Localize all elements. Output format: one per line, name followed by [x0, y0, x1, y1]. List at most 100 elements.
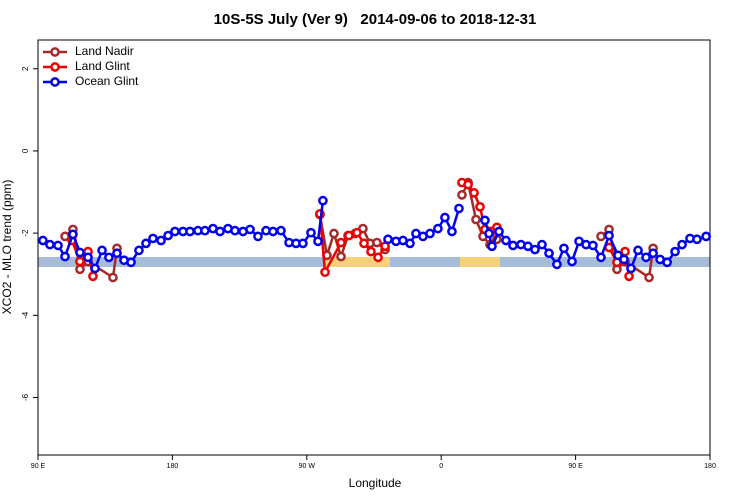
x-tick-label: 90 E — [31, 463, 46, 470]
data-point — [624, 271, 634, 282]
x-axis-label: Longitude — [349, 476, 402, 490]
x-tick-label: 90 W — [299, 463, 316, 470]
data-point — [588, 240, 598, 251]
data-point — [487, 241, 497, 252]
data-point — [329, 228, 339, 239]
chart-title: 10S-5S July (Ver 9) 2014-09-06 to 2018-1… — [214, 11, 537, 28]
data-point — [662, 257, 672, 268]
data-point — [596, 252, 606, 263]
data-point — [215, 226, 225, 237]
y-tick-label: -2 — [21, 229, 30, 237]
y-tick-label: -4 — [21, 311, 30, 319]
data-point — [626, 263, 636, 274]
data-point — [619, 254, 629, 265]
data-point — [108, 272, 118, 283]
data-point — [318, 195, 328, 206]
data-point — [454, 203, 464, 214]
data-point — [359, 238, 369, 249]
data-point — [475, 201, 485, 212]
data-point — [75, 256, 85, 267]
data-point — [633, 245, 643, 256]
data-point — [134, 245, 144, 256]
legend-label: Land Nadir — [75, 44, 134, 58]
data-point — [298, 238, 308, 249]
data-point — [692, 234, 702, 245]
land-strip — [323, 257, 390, 267]
data-point — [245, 224, 255, 235]
land-strip — [460, 257, 500, 267]
data-point — [501, 235, 511, 246]
data-point — [559, 243, 569, 254]
data-point — [45, 239, 55, 250]
plot-frame — [37, 39, 711, 456]
data-point — [126, 257, 136, 268]
plot-area — [38, 177, 711, 283]
data-point — [104, 252, 114, 263]
data-point — [306, 227, 316, 238]
data-point — [156, 235, 166, 246]
data-point — [253, 231, 263, 242]
x-tick-label: 0 — [439, 463, 443, 470]
data-point — [352, 227, 362, 238]
data-point — [276, 225, 286, 236]
data-point — [544, 248, 554, 259]
data-point — [677, 239, 687, 250]
data-point — [366, 246, 376, 257]
data-point — [457, 190, 467, 200]
data-point — [604, 230, 614, 241]
x-tick-label: 180 — [167, 463, 179, 470]
data-point — [648, 248, 658, 259]
data-point — [641, 252, 651, 263]
data-point — [75, 247, 85, 258]
legend-marker — [50, 62, 60, 72]
data-point — [670, 246, 680, 257]
data-point — [38, 235, 48, 246]
data-point — [170, 226, 180, 237]
data-point — [425, 228, 435, 239]
data-point — [469, 188, 479, 198]
y-tick-label: -6 — [21, 393, 30, 401]
data-point — [373, 252, 383, 263]
data-point — [596, 231, 606, 242]
data-point — [440, 212, 450, 223]
data-point — [60, 251, 70, 262]
x-tick-label: 180 — [704, 463, 716, 470]
data-point — [537, 239, 547, 250]
data-point — [567, 256, 577, 267]
data-point — [372, 237, 382, 248]
data-point — [494, 226, 504, 237]
axes: 90 E 180 90 W 0 90 E 180 2 0 -2 -4 -6 — [21, 66, 716, 470]
data-point — [471, 214, 481, 225]
data-point — [701, 231, 711, 242]
data-point — [336, 237, 346, 248]
data-point — [75, 264, 85, 275]
data-point — [185, 226, 195, 237]
data-point — [336, 251, 346, 262]
data-point — [83, 252, 93, 263]
data-point — [200, 225, 210, 236]
data-point — [112, 248, 122, 259]
data-point — [141, 238, 151, 249]
surface-strip — [38, 257, 710, 267]
data-point — [552, 259, 562, 270]
data-point — [383, 234, 393, 245]
y-tick-label: 2 — [21, 66, 30, 71]
data-point — [484, 228, 494, 239]
data-point — [88, 271, 98, 282]
data-point — [344, 230, 354, 241]
legend-label: Land Glint — [75, 59, 130, 73]
data-point — [447, 226, 457, 237]
data-point — [320, 267, 330, 278]
data-point — [90, 263, 100, 274]
legend-marker — [50, 47, 60, 57]
data-point — [53, 240, 63, 251]
data-point — [644, 272, 654, 283]
data-point — [268, 226, 278, 237]
data-point — [230, 225, 240, 236]
data-point — [405, 238, 415, 249]
data-point — [313, 236, 323, 247]
legend-label: Ocean Glint — [75, 74, 139, 88]
legend-marker — [50, 77, 60, 87]
